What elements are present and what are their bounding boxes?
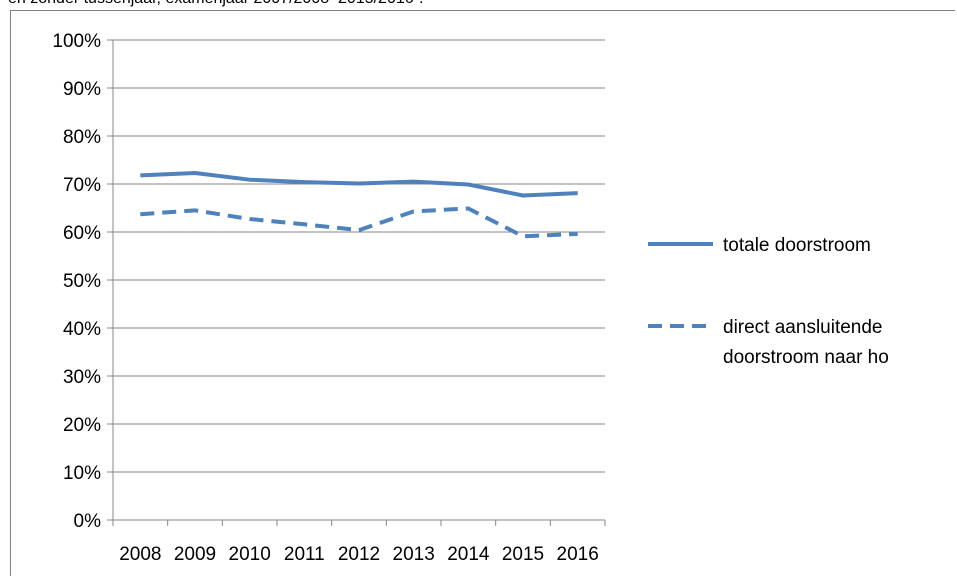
chart-frame [10,10,955,576]
legend-label: doorstroom naar ho [723,347,889,368]
y-tick-label: 10% [63,463,101,484]
x-tick-label: 2008 [119,544,161,565]
y-tick-label: 40% [63,319,101,340]
legend: totale doorstroom direct aansluitende door… [648,235,889,368]
legend-label: totale doorstroom [723,235,871,256]
y-tick-label: 90% [63,79,101,100]
series-line-totale-doorstroom [140,171,578,198]
x-tick-label: 2011 [284,544,325,565]
x-tick-label: 2009 [174,544,216,565]
axes [107,39,606,526]
y-tick-label: 0% [74,511,102,532]
y-tick-label: 30% [63,367,101,388]
x-tick-label: 2013 [393,544,435,565]
y-tick-labels: 0% 10% 20% 30% 40% 50% 60% 70% 80% 90% 100% [52,31,101,532]
x-tick-label: 2015 [502,544,544,565]
y-tick-label: 60% [63,223,101,244]
y-tick-label: 70% [63,175,101,196]
y-tick-label: 50% [63,271,101,292]
y-tick-label: 100% [52,31,101,52]
figure-caption: en zonder tussenjaar, examenjaar 2007/20… [8,0,423,8]
x-tick-label: 2010 [229,544,271,565]
series-lines [140,171,578,239]
x-tick-label: 2012 [338,544,380,565]
y-tick-label: 20% [63,415,101,436]
x-tick-label: 2014 [447,544,490,565]
legend-label: direct aansluitende [723,317,883,338]
x-tick-label: 2016 [557,544,599,565]
series-line-direct-aansluitende [140,206,578,239]
y-tick-label: 80% [63,127,101,148]
x-tick-labels: 2008 2009 2010 2011 2012 2013 2014 2015 2016 [119,544,599,565]
gridlines [113,39,605,473]
